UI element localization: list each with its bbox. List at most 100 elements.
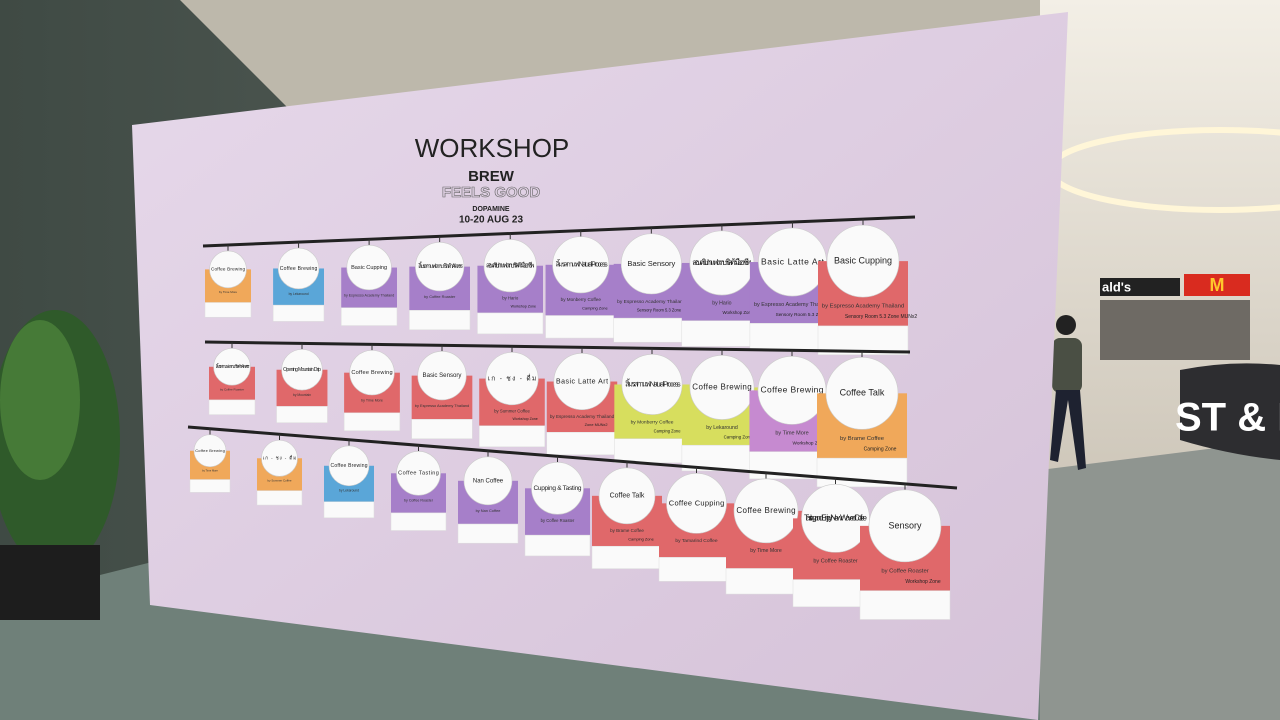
plant-leaves: [0, 320, 80, 480]
card-by: by Lekaround: [706, 425, 738, 431]
card-by: by Brame Coffee: [840, 436, 885, 442]
card-circle: [281, 349, 323, 391]
store-front: [1100, 300, 1250, 360]
card-title: Coffee Brewing: [761, 385, 824, 395]
card-by: by Coffee Roaster: [541, 518, 575, 523]
card-circle: [598, 467, 656, 525]
workshop-card: สอนดริปกาแฟจากบาริสต้ามืออาชีพ by Hario Wo…: [477, 233, 544, 335]
card-by: by Espresso Academy Thailand: [415, 403, 469, 408]
workshop-card: ลิ้มรสกาแฟ Natural Process by Monberry Co…: [545, 230, 617, 339]
card-by: by Brame Coffee: [610, 528, 644, 533]
card-zone: Camping Zone: [654, 428, 682, 433]
card-title: Coffee Tasting: [398, 471, 439, 477]
card-title: Coffee Brewing: [195, 448, 225, 453]
card-by: by Time More: [361, 399, 383, 403]
card-by: by Espresso Academy Thailand: [617, 299, 686, 305]
card-by: by Coffee Roaster: [881, 568, 928, 574]
card-circle: [396, 450, 441, 496]
card-info: [859, 590, 951, 620]
card-info: [390, 512, 447, 531]
card-circle: [349, 350, 395, 396]
kiosk: [1180, 363, 1280, 460]
card-title: Coffee Brewing: [692, 383, 751, 392]
workshop-card: Basic Latte Art by Espresso Academy Thail…: [546, 347, 618, 456]
card-circle: [825, 357, 899, 430]
card-zone: Camping Zone: [864, 446, 897, 452]
card-circle: [553, 353, 611, 411]
person-head: [1056, 315, 1076, 335]
card-circle: [531, 462, 584, 515]
card-by: by Tamarind Coffee: [675, 538, 718, 544]
workshop-card: ลิ้มรสกาแฟจากบาริสต้าคัดสรร by Coffee Roa…: [409, 236, 471, 330]
card-by: by Coffee Roaster: [404, 499, 434, 503]
card-title: Coffee Brewing: [280, 266, 318, 272]
card-by: by Coffee Roaster: [813, 558, 857, 564]
card-title: Coffee Brewing: [211, 267, 245, 272]
workshop-card: Coffee Brewing by Time More: [343, 344, 401, 431]
workshop-card: เก - ชง - ดื่ม by Summer Coffee: [256, 434, 303, 506]
card-title: Cupping & Tasting: [533, 485, 581, 492]
workshop-card: Coffee Brewing by Lekaround Camping Zone: [681, 349, 763, 472]
card-title: Basic Cupping: [351, 265, 387, 271]
workshop-card: Cupping & Tasting by Coffee Roaster: [524, 456, 591, 557]
card-info: [524, 534, 591, 557]
card-by: by Monberry Coffee: [561, 297, 602, 302]
card-title: Coffee Brewing: [736, 506, 795, 515]
card-circle: [689, 355, 755, 420]
card-by: by Nan Coffee: [476, 508, 501, 513]
header-brand: DOPAMINE: [472, 206, 510, 213]
card-info: [614, 438, 690, 464]
card-title: Basic Latte Art: [556, 378, 608, 385]
header-title: WORKSHOP: [415, 133, 570, 163]
card-title: Basic Sensory: [423, 372, 463, 379]
workshop-card: Coffee Tasting by Coffee Roaster: [390, 445, 447, 531]
restaurant-sign: ald's: [1102, 279, 1131, 294]
card-info: [272, 304, 325, 322]
workshop-card: Basic Sensory by Espresso Academy Thailan…: [613, 227, 697, 343]
card-zone: Workshop Zone: [512, 417, 537, 421]
header-line2: FEELS GOOD: [442, 184, 541, 201]
card-by: by Time More: [202, 468, 218, 472]
workshop-card: Basic Sensory by Espresso Academy Thailan…: [411, 345, 473, 439]
workshop-card: Coffee Brewing by Time More Workshop Zone: [749, 350, 835, 480]
card-info: [591, 545, 663, 569]
mcd-logo: M: [1210, 275, 1225, 295]
card-info: [204, 302, 252, 318]
card-circle: [463, 456, 513, 506]
rod: [187, 425, 958, 490]
card-info: [256, 490, 303, 506]
workshop-card: Nan Coffee by Nan Coffee: [457, 450, 519, 544]
workshop-card: Sensory by Coffee Roaster Workshop Zone: [859, 483, 951, 620]
card-title: Opening Mountain Drip: [283, 367, 321, 373]
card-info: [409, 310, 471, 330]
card-circle: [415, 242, 465, 292]
card-info: [208, 399, 256, 415]
workshop-card: Coffee Brewing by Time More: [204, 244, 252, 318]
workshop-card: Opening Mountain Drip by Mountain: [276, 343, 328, 423]
card-circle: [209, 250, 247, 289]
card-by: by Coffee Roaster: [424, 294, 456, 299]
card-title: Tasting and Enjoy New Wave of Coffee: [804, 513, 867, 523]
card-circle: [552, 236, 610, 294]
card-circle: [485, 352, 539, 406]
header-dates: 10-20 AUG 23: [459, 215, 524, 226]
card-info: [725, 568, 807, 595]
workshop-card: Coffee Brewing by Lekaround: [272, 242, 325, 322]
card-title: Nan Coffee: [473, 478, 504, 484]
workshop-card: Coffee Talk by Brame Coffee Camping Zone: [591, 461, 663, 569]
card-info: [343, 412, 401, 431]
card-by: by Espresso Academy Thailand: [822, 304, 904, 310]
card-zone: Sensory Room 5.3 Zone MUNx2: [845, 314, 917, 320]
card-info: [457, 523, 519, 544]
card-title: สอนดริปกาแฟจากบาริสต้ามืออาชีพ: [692, 258, 751, 267]
kiosk-sign: ST & FO: [1175, 396, 1280, 440]
cards: Coffee Brewing by Time More Coffee Brewing…: [187, 215, 958, 620]
card-info: [478, 425, 546, 448]
card-by: by Summer Coffee: [494, 408, 530, 413]
card-circle: [417, 351, 467, 401]
card-zone: Camping Zone: [628, 536, 654, 541]
card-by: by Coffee Roaster: [220, 388, 244, 392]
card-by: by Mountain: [293, 393, 311, 397]
card-zone: Sensory Room 5.3 Zone MUNx2: [776, 312, 844, 317]
card-title: Coffee Brewing: [351, 370, 392, 376]
